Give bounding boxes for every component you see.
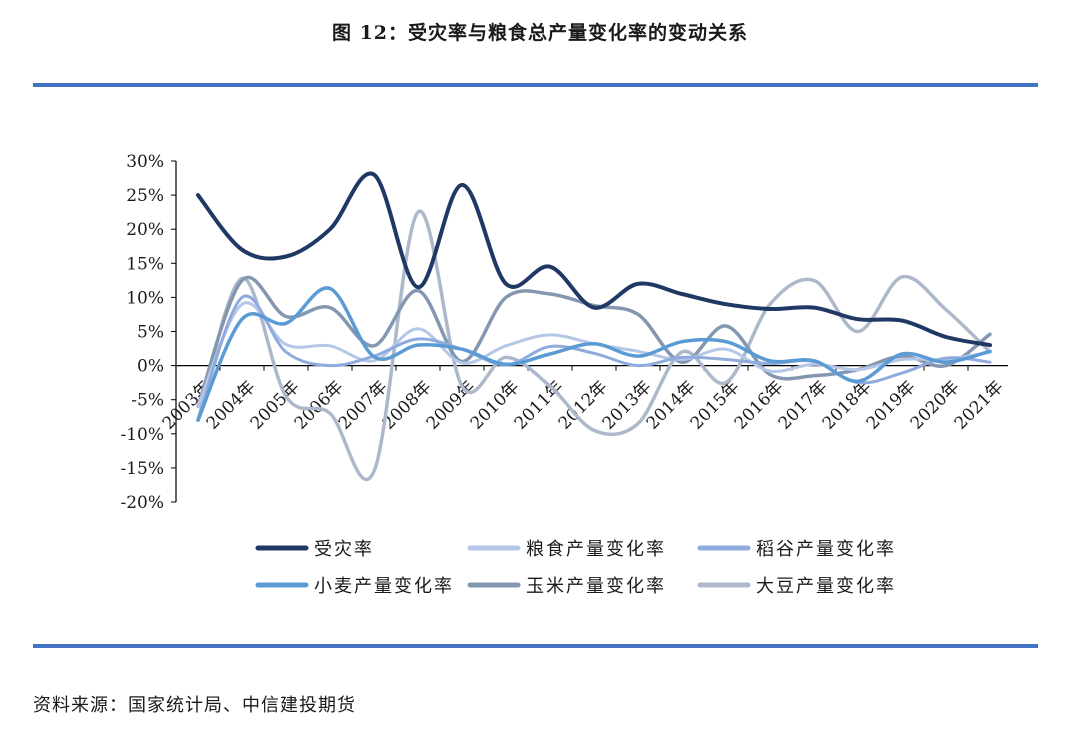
y-tick-label: 0% (137, 357, 164, 377)
series-line-3 (196, 286, 992, 422)
y-tick-label: 30% (126, 152, 164, 172)
series-line-0 (196, 171, 992, 348)
y-tick-label: 15% (126, 254, 164, 274)
chart-series-lines (196, 171, 992, 482)
legend-label: 稻谷产量变化率 (756, 539, 896, 560)
chart-title: 图 12：受灾率与粮食总产量变化率的变动关系 (331, 22, 749, 44)
bottom-divider (33, 644, 1038, 648)
line-chart: 30%25%20%15%10%5%0%-5%-10%-15%-20%2003年2… (120, 152, 1008, 597)
y-tick-label: 25% (126, 186, 164, 206)
y-tick-label: -5% (131, 391, 164, 411)
top-divider (33, 83, 1038, 87)
y-tick-label: 10% (126, 288, 164, 308)
legend-label: 粮食产量变化率 (526, 539, 666, 560)
legend-label: 受灾率 (314, 539, 374, 560)
y-tick-label: 20% (126, 220, 164, 240)
y-tick-label: -20% (120, 493, 164, 513)
x-tick-label: 2021年 (951, 377, 1008, 434)
y-tick-label: 5% (137, 323, 164, 343)
y-tick-label: -10% (120, 425, 164, 445)
legend-label: 小麦产量变化率 (314, 576, 454, 597)
source-note: 资料来源：国家统计局、中信建投期货 (33, 695, 356, 716)
series-line-4 (196, 275, 992, 409)
chart-axes: 30%25%20%15%10%5%0%-5%-10%-15%-20%2003年2… (120, 152, 1008, 513)
legend-label: 玉米产量变化率 (526, 576, 666, 597)
legend-label: 大豆产量变化率 (756, 576, 896, 597)
y-tick-label: -15% (120, 459, 164, 479)
